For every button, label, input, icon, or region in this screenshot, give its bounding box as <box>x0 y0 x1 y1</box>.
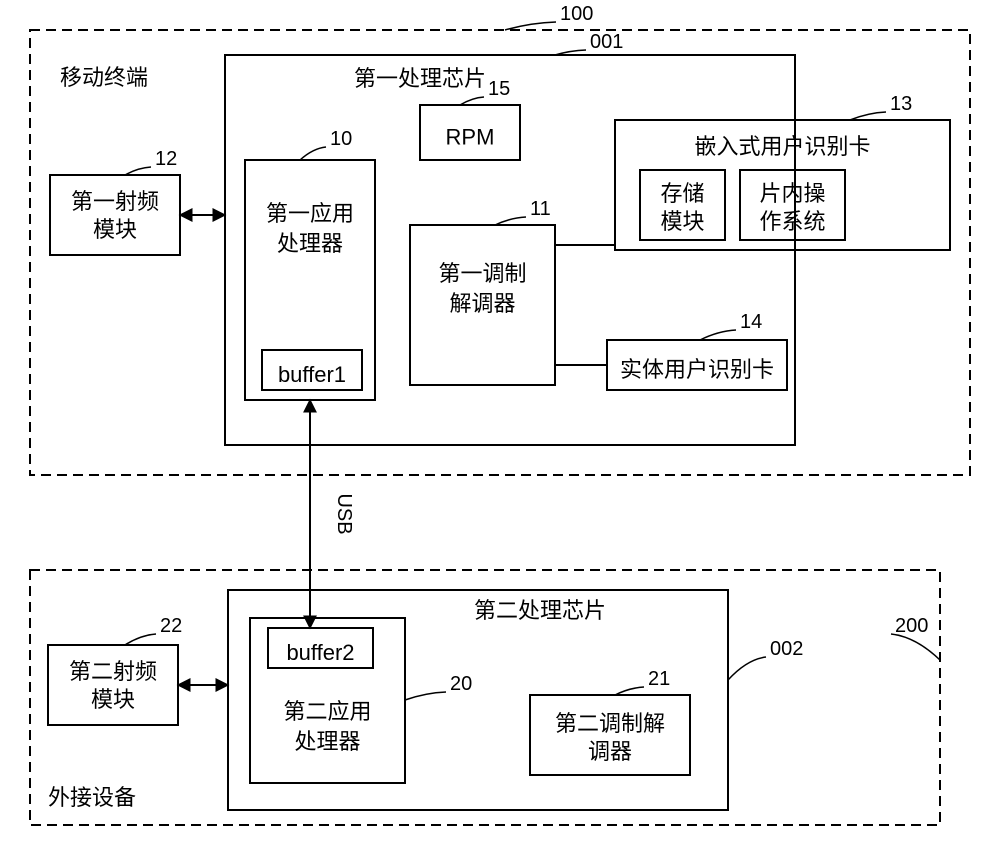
ref-21: 21 <box>648 668 670 690</box>
svg-text:第二应用: 第二应用 <box>283 699 371 724</box>
svg-text:处理器: 处理器 <box>294 729 360 754</box>
svg-text:第二调制解: 第二调制解 <box>555 711 665 736</box>
svg-text:片内操: 片内操 <box>759 181 825 206</box>
svg-text:解调器: 解调器 <box>449 291 515 316</box>
svg-text:模块: 模块 <box>91 687 135 712</box>
usb-label: USB <box>333 493 355 534</box>
mobile-terminal-label: 移动终端 <box>60 65 148 90</box>
svg-text:模块: 模块 <box>93 217 137 242</box>
ref-14: 14 <box>740 311 762 333</box>
ref-11: 11 <box>530 198 551 220</box>
svg-text:存储: 存储 <box>660 181 704 206</box>
svg-text:第一调制: 第一调制 <box>438 261 526 286</box>
ref-12: 12 <box>155 148 177 170</box>
svg-text:嵌入式用户识别卡: 嵌入式用户识别卡 <box>694 134 870 159</box>
ref-20: 20 <box>450 673 472 695</box>
svg-text:RPM: RPM <box>446 124 495 149</box>
chip2-title: 第二处理芯片 <box>474 598 606 623</box>
svg-text:buffer1: buffer1 <box>278 362 346 387</box>
ref-15: 15 <box>488 78 510 100</box>
chip1-title: 第一处理芯片 <box>354 66 486 91</box>
ref-200: 200 <box>895 615 928 637</box>
external-device-label: 外接设备 <box>48 785 136 810</box>
svg-text:调器: 调器 <box>588 739 632 764</box>
svg-text:作系统: 作系统 <box>759 209 825 234</box>
svg-text:第二射频: 第二射频 <box>69 659 157 684</box>
svg-text:模块: 模块 <box>660 209 704 234</box>
svg-text:处理器: 处理器 <box>277 231 343 256</box>
rf1-box <box>50 175 180 255</box>
ref-13: 13 <box>890 93 912 115</box>
svg-text:第一应用: 第一应用 <box>266 201 354 226</box>
ref-10: 10 <box>330 128 352 150</box>
svg-text:第一射频: 第一射频 <box>71 189 159 214</box>
svg-text:buffer2: buffer2 <box>286 640 354 665</box>
rf2-box <box>48 645 178 725</box>
ref-100: 100 <box>560 3 593 25</box>
ref-001: 001 <box>590 31 623 53</box>
ref-22: 22 <box>160 615 182 637</box>
ref-002: 002 <box>770 638 803 660</box>
svg-text:实体用户识别卡: 实体用户识别卡 <box>620 357 774 382</box>
